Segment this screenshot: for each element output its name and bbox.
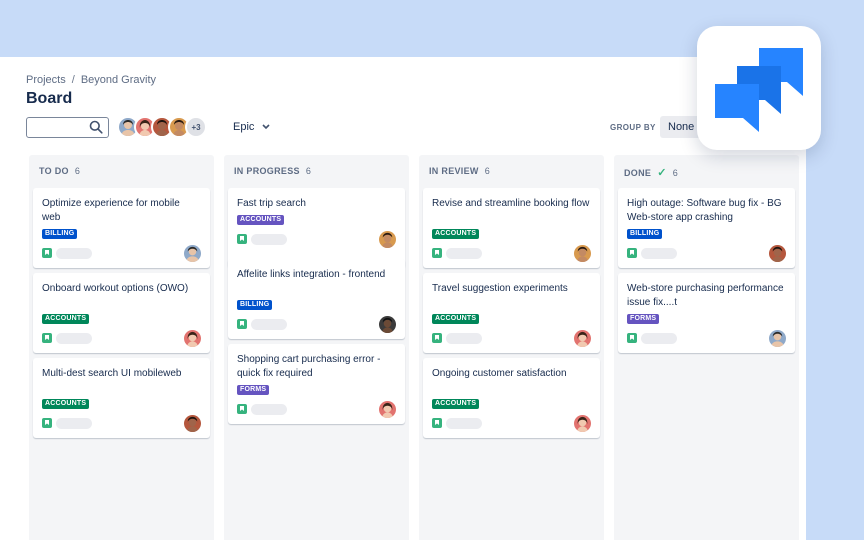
assignee-avatar[interactable]: [184, 245, 201, 262]
label-badge: ACCOUNTS: [432, 399, 480, 409]
story-icon: [42, 418, 52, 428]
column-header: IN REVIEW 6: [429, 166, 490, 176]
check-icon: ✓: [657, 167, 667, 179]
placeholder-pill: [446, 333, 482, 344]
card-title: High outage: Software bug fix - BG Web-s…: [627, 198, 782, 223]
label-badge: ACCOUNTS: [432, 229, 480, 239]
column-title: TO DO: [39, 166, 69, 176]
card-title: Web-store purchasing performance issue f…: [627, 283, 784, 308]
assignee-avatar[interactable]: [184, 330, 201, 347]
story-icon: [627, 333, 637, 343]
avatar-more[interactable]: +3: [185, 116, 207, 138]
placeholder-pill: [56, 248, 92, 259]
assignee-avatar[interactable]: [379, 401, 396, 418]
column-count: 6: [305, 166, 312, 176]
chevron-down-icon: [262, 124, 270, 130]
issue-card[interactable]: Web-store purchasing performance issue f…: [618, 273, 795, 353]
epic-filter-label: Epic: [233, 121, 255, 133]
placeholder-pill: [251, 319, 287, 330]
card-title: Revise and streamline booking flow: [432, 198, 590, 209]
assignee-avatar[interactable]: [574, 330, 591, 347]
breadcrumb-separator: /: [71, 74, 75, 86]
placeholder-pill: [56, 418, 92, 429]
column-todo: TO DO 6 Optimize experience for mobile w…: [29, 155, 214, 540]
breadcrumb-project[interactable]: Beyond Gravity: [80, 74, 157, 86]
label-badge: ACCOUNTS: [42, 399, 90, 409]
issue-card[interactable]: Affelite links integration - frontend BI…: [228, 259, 405, 339]
issue-card[interactable]: Ongoing customer satisfaction ACCOUNTS: [423, 358, 600, 438]
column-title: IN PROGRESS: [234, 166, 300, 176]
page-title: Board: [26, 90, 73, 107]
assignee-avatar[interactable]: [574, 415, 591, 432]
assignee-avatar[interactable]: [379, 231, 396, 248]
label-badge: FORMS: [627, 314, 660, 324]
search-input[interactable]: [26, 117, 109, 138]
label-badge: ACCOUNTS: [432, 314, 480, 324]
placeholder-pill: [446, 418, 482, 429]
story-icon: [42, 333, 52, 343]
column-title: DONE: [624, 167, 652, 178]
column-done: DONE ✓ 6 High outage: Software bug fix -…: [614, 155, 799, 540]
column-count: 6: [484, 166, 491, 176]
issue-card[interactable]: High outage: Software bug fix - BG Web-s…: [618, 188, 795, 268]
card-title: Optimize experience for mobile web: [42, 198, 180, 223]
story-icon: [627, 248, 637, 258]
card-title: Onboard workout options (OWO): [42, 283, 189, 294]
placeholder-pill: [446, 248, 482, 259]
story-icon: [42, 248, 52, 258]
issue-card[interactable]: Fast trip search ACCOUNTS: [228, 188, 405, 268]
assignee-avatar[interactable]: [379, 316, 396, 333]
label-badge: ACCOUNTS: [237, 215, 285, 225]
label-badge: FORMS: [237, 385, 270, 395]
label-badge: BILLING: [42, 229, 78, 239]
column-count: 6: [74, 166, 81, 176]
issue-card[interactable]: Travel suggestion experiments ACCOUNTS: [423, 273, 600, 353]
column-in-review: IN REVIEW 6 Revise and streamline bookin…: [419, 155, 604, 540]
placeholder-pill: [641, 333, 677, 344]
label-badge: BILLING: [237, 300, 273, 310]
assignee-avatar[interactable]: [769, 245, 786, 262]
assignee-avatar[interactable]: [574, 245, 591, 262]
story-icon: [237, 319, 247, 329]
story-icon: [237, 234, 247, 244]
card-title: Fast trip search: [237, 198, 306, 209]
search-icon: [89, 120, 103, 134]
jira-logo-icon: [715, 48, 803, 132]
story-icon: [432, 418, 442, 428]
breadcrumb: Projects / Beyond Gravity: [26, 74, 156, 86]
assignee-avatar[interactable]: [769, 330, 786, 347]
column-header: TO DO 6: [39, 166, 80, 176]
card-title: Travel suggestion experiments: [432, 283, 568, 294]
assignee-avatar[interactable]: [184, 415, 201, 432]
placeholder-pill: [251, 404, 287, 415]
issue-card[interactable]: Optimize experience for mobile web BILLI…: [33, 188, 210, 268]
breadcrumb-projects[interactable]: Projects: [26, 74, 66, 86]
column-header: DONE ✓ 6: [624, 166, 678, 179]
column-header: IN PROGRESS 6: [234, 166, 311, 176]
placeholder-pill: [56, 333, 92, 344]
card-title: Affelite links integration - frontend: [237, 269, 386, 280]
story-icon: [432, 248, 442, 258]
jira-logo-tile: [697, 26, 821, 150]
issue-card[interactable]: Revise and streamline booking flow ACCOU…: [423, 188, 600, 268]
issue-card[interactable]: Onboard workout options (OWO) ACCOUNTS: [33, 273, 210, 353]
avatar[interactable]: [117, 116, 139, 138]
card-title: Multi-dest search UI mobileweb: [42, 368, 182, 379]
card-title: Shopping cart purchasing error - quick f…: [237, 354, 381, 379]
epic-filter[interactable]: Epic: [233, 121, 270, 133]
placeholder-pill: [641, 248, 677, 259]
story-icon: [237, 404, 247, 414]
column-title: IN REVIEW: [429, 166, 479, 176]
card-title: Ongoing customer satisfaction: [432, 368, 567, 379]
label-badge: ACCOUNTS: [42, 314, 90, 324]
placeholder-pill: [251, 234, 287, 245]
column-count: 6: [672, 167, 679, 178]
column-in-progress: IN PROGRESS 6 Fast trip search ACCOUNTS …: [224, 155, 409, 540]
story-icon: [432, 333, 442, 343]
assignee-avatars: +3: [117, 116, 207, 138]
issue-card[interactable]: Multi-dest search UI mobileweb ACCOUNTS: [33, 358, 210, 438]
group-by-label: GROUP BY: [610, 123, 656, 132]
label-badge: BILLING: [627, 229, 663, 239]
issue-card[interactable]: Shopping cart purchasing error - quick f…: [228, 344, 405, 424]
